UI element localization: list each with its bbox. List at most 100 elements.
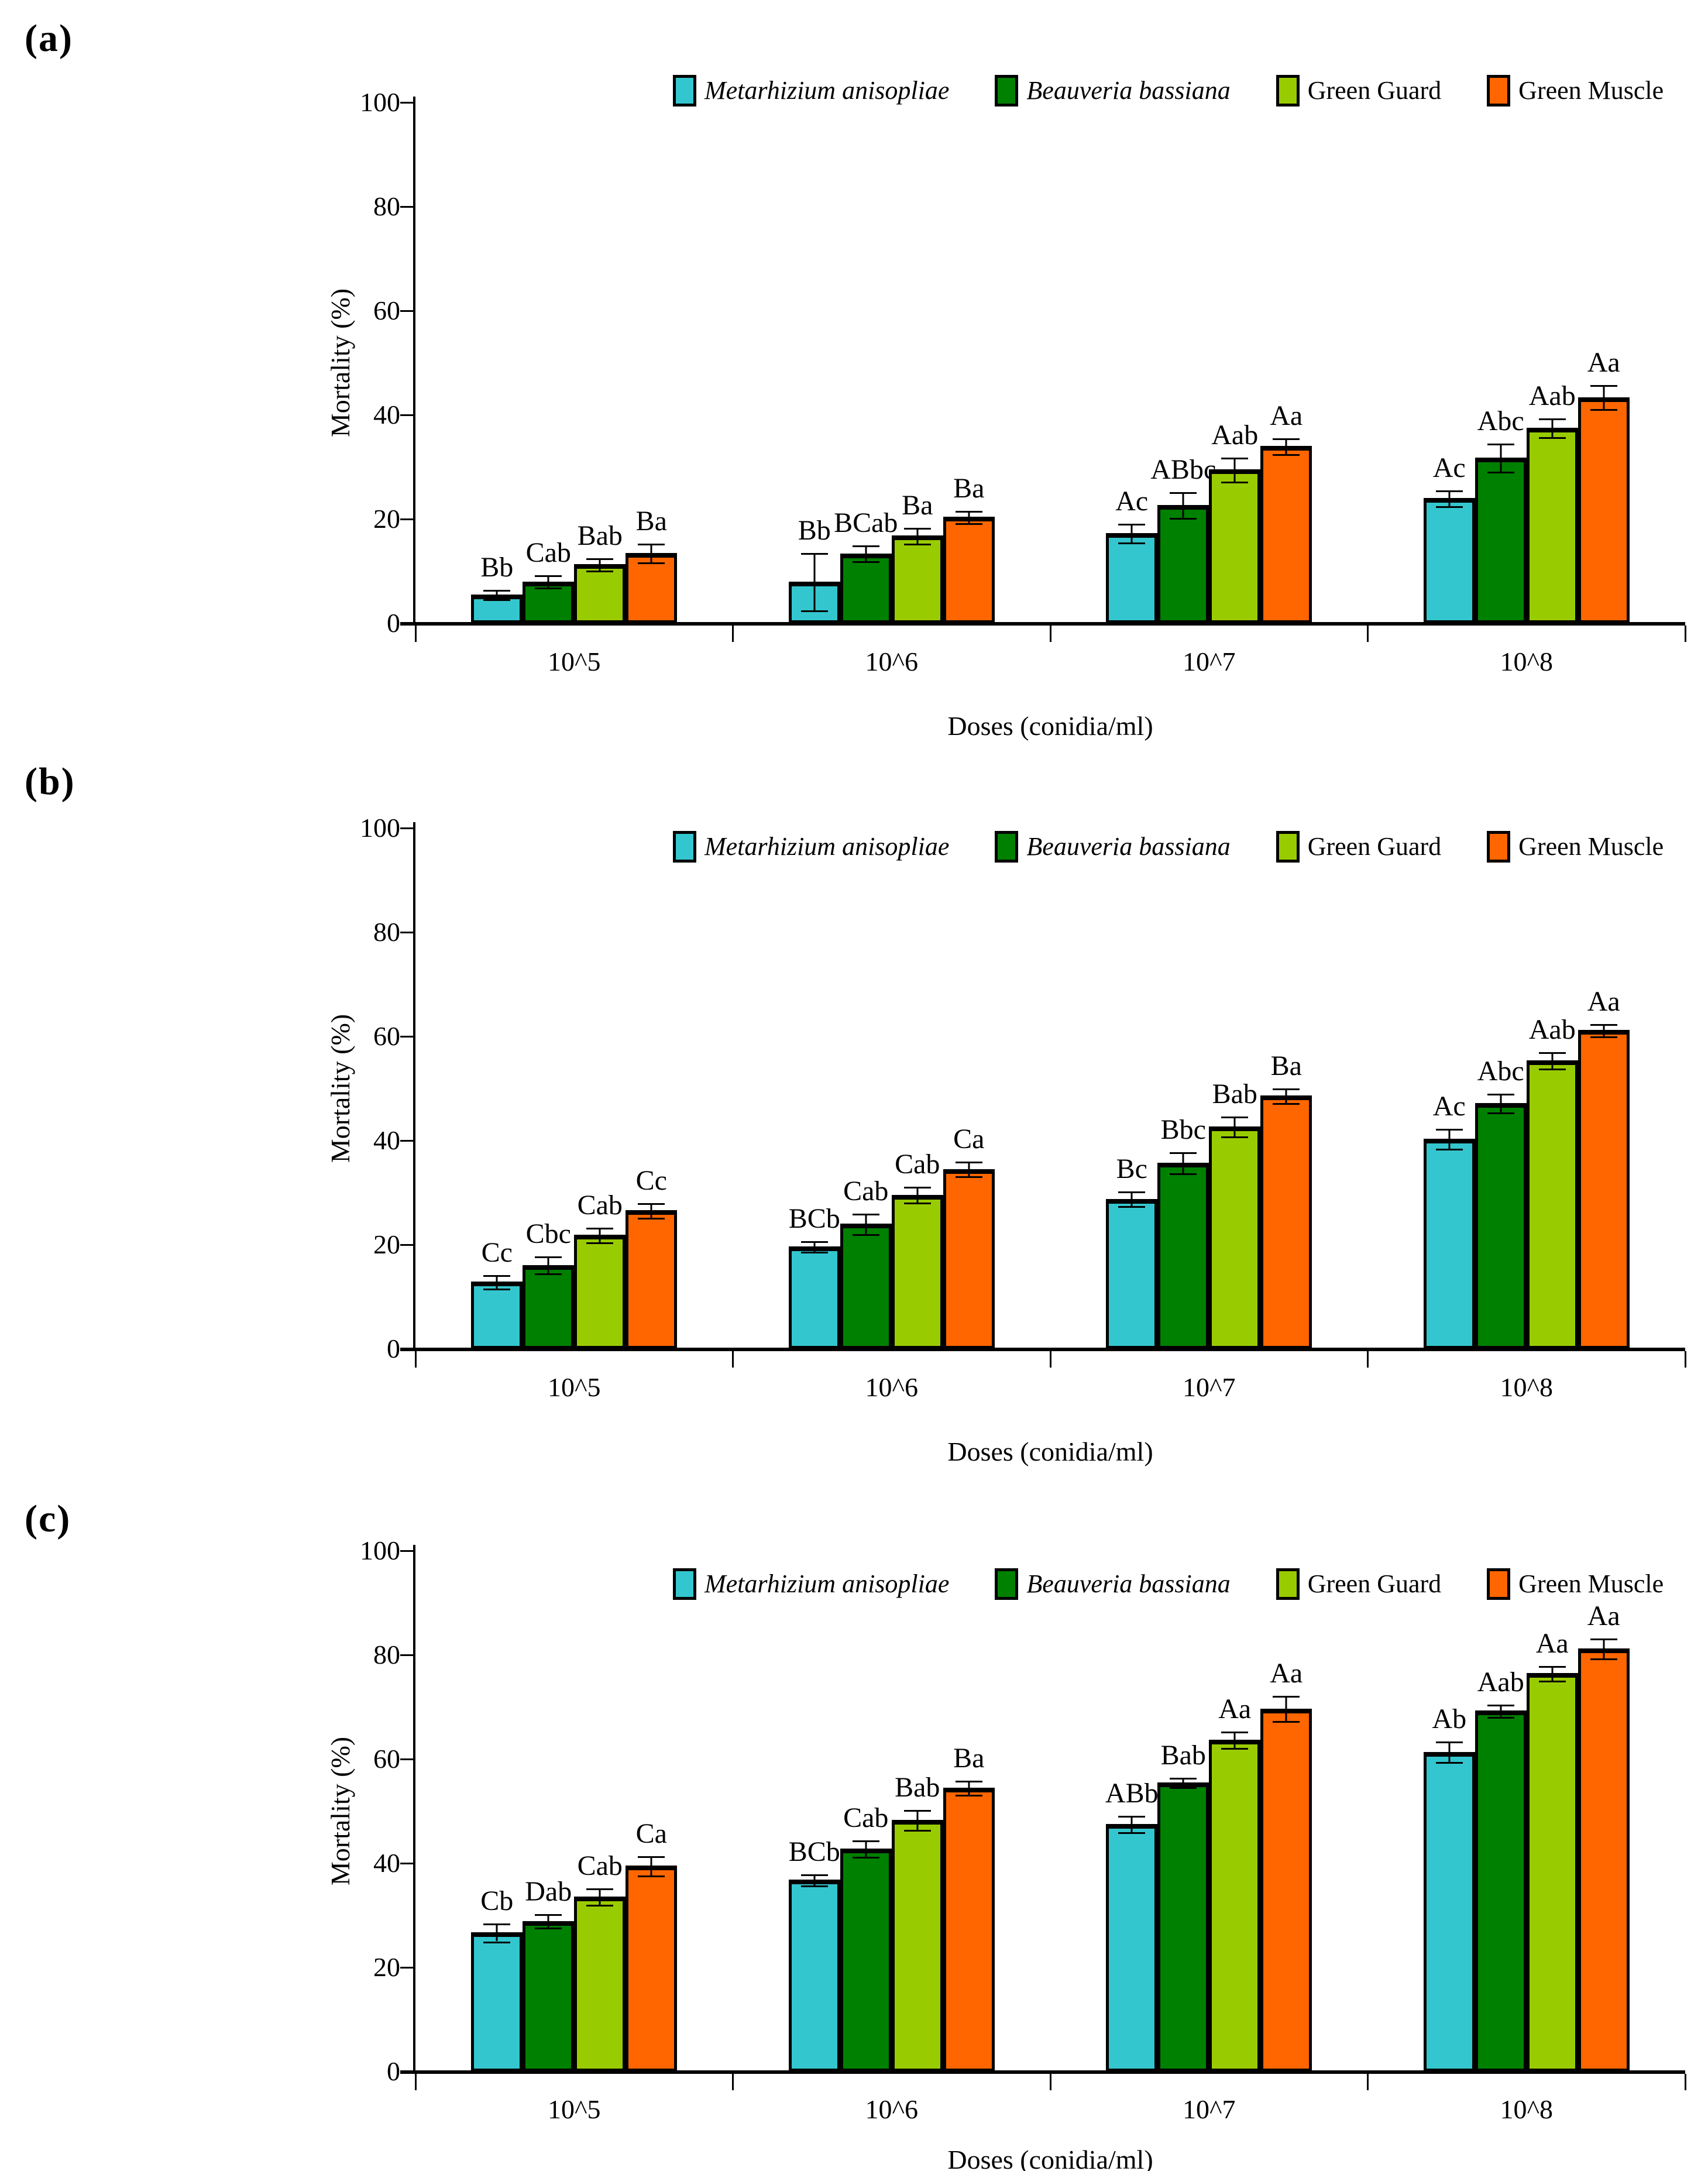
x-tick-mark: [1367, 626, 1369, 642]
error-bar-cap-top: [1435, 1129, 1463, 1131]
error-bar: [1260, 828, 1312, 1349]
error-bar: [1424, 1551, 1475, 2072]
legend-label: Metarhizium anisopliae: [704, 832, 950, 861]
bar-green-guard: [1209, 1126, 1261, 1349]
significance-letter: Abc: [1477, 405, 1524, 437]
y-tick-mark: [400, 932, 413, 933]
x-axis-line: [400, 2070, 1685, 2074]
y-tick-mark: [400, 1036, 413, 1038]
legend-label: Metarhizium anisopliae: [704, 76, 950, 105]
significance-letter: Ac: [1432, 452, 1466, 484]
significance-letter: Cab: [577, 1850, 623, 1881]
x-axis-title: Doses (conidia/ml): [947, 1437, 1153, 1466]
error-bar-cap-top: [1538, 418, 1566, 421]
x-tick-mark: [1367, 2074, 1369, 2090]
bar-metarhizium-anisopliae: [788, 1246, 840, 1349]
y-tick-mark: [400, 1550, 413, 1552]
legend-label: Metarhizium anisopliae: [704, 1569, 950, 1598]
error-bar-cap-top: [483, 1275, 511, 1277]
y-tick-mark: [400, 102, 413, 104]
error-bar-line: [547, 1256, 549, 1273]
significance-letter: ABbc: [1150, 454, 1216, 485]
error-bar-line: [1233, 1117, 1236, 1136]
error-bar-cap-bottom: [1118, 1832, 1146, 1835]
x-tick-mark: [1049, 2074, 1051, 2090]
error-bar-line: [1551, 418, 1554, 438]
y-tick-mark: [400, 1348, 413, 1350]
error-bar-cap-bottom: [1435, 1762, 1463, 1764]
panel-label: (b): [25, 760, 75, 803]
y-tick-label: 20: [373, 1229, 400, 1259]
y-tick-label: 0: [387, 608, 400, 638]
legend-swatch-icon: [673, 75, 696, 107]
error-bar-cap-bottom: [1590, 1658, 1617, 1661]
x-tick-label: 10^5: [547, 647, 601, 676]
error-bar-cap-bottom: [586, 1905, 614, 1907]
error-bar-cap-bottom: [1221, 1748, 1249, 1750]
error-bar: [626, 828, 677, 1349]
error-bar-cap-top: [1118, 1191, 1146, 1194]
error-bar-line: [599, 558, 601, 571]
significance-letter: Ba: [1270, 1050, 1302, 1081]
error-bar: [1106, 102, 1157, 623]
error-bar-cap-top: [955, 1162, 982, 1164]
plot-area: 0 20 40 60 80 100 Cc Cbc Cab Cc BCb Cab Cab Ca Bc Bbc Ba…: [360, 815, 1686, 1368]
y-tick-label: 0: [387, 2056, 400, 2086]
significance-letter: Bab: [1160, 1740, 1206, 1771]
bar-green-guard: [1526, 1060, 1578, 1349]
error-bar-cap-top: [1273, 1696, 1300, 1698]
error-bar-line: [1603, 385, 1605, 410]
legend-item: Green Muscle: [1487, 1568, 1664, 1600]
error-bar-cap-bottom: [586, 571, 614, 573]
error-bar-cap-bottom: [535, 1928, 562, 1930]
error-bar: [1527, 102, 1578, 623]
error-bar-line: [916, 1810, 919, 1830]
error-bar-line: [1448, 490, 1451, 506]
significance-letter: Bbc: [1160, 1114, 1206, 1146]
error-bar-cap-bottom: [1538, 437, 1566, 439]
significance-letter: Cbc: [525, 1218, 571, 1250]
error-bar: [892, 1551, 943, 2072]
x-tick-label: 10^8: [1500, 647, 1554, 676]
significance-letter: BCab: [834, 507, 898, 539]
legend-item: Green Guard: [1276, 831, 1441, 863]
y-tick-mark: [400, 2071, 413, 2073]
bar-green-muscle: [943, 1787, 995, 2072]
y-tick-label: 20: [373, 1952, 400, 1982]
error-bar: [943, 102, 995, 623]
error-bar-line: [1233, 457, 1236, 482]
error-bar: [1209, 1551, 1260, 2072]
error-bar-line: [496, 1275, 498, 1289]
error-bar-line: [968, 510, 970, 524]
significance-letter: Bab: [895, 1772, 940, 1804]
x-tick-label: 10^7: [1182, 647, 1236, 676]
x-tick-mark: [1684, 1351, 1686, 1368]
legend-item: Metarhizium anisopliae: [673, 831, 949, 863]
x-tick-mark: [732, 626, 734, 642]
bar-green-muscle: [1260, 1095, 1312, 1349]
y-tick-mark: [400, 1244, 413, 1246]
significance-letter: Ba: [953, 1743, 985, 1774]
significance-letter: Cab: [843, 1802, 889, 1833]
error-bar-line: [1448, 1129, 1451, 1149]
bar-green-guard: [574, 1896, 626, 2072]
significance-letter: Aa: [1587, 347, 1620, 379]
legend-swatch-icon: [995, 75, 1019, 107]
error-bar-cap-bottom: [1170, 1173, 1197, 1176]
error-bar: [789, 102, 840, 623]
error-bar-cap-top: [903, 1810, 931, 1812]
x-tick-mark: [414, 1351, 417, 1368]
error-bar-cap-top: [800, 1241, 828, 1243]
error-bar-cap-top: [638, 543, 665, 545]
error-bar-line: [650, 1203, 652, 1218]
error-bar-line: [650, 1856, 652, 1876]
legend-item: Beauveria bassiana: [995, 75, 1231, 107]
error-bar-cap-bottom: [1538, 1680, 1566, 1682]
error-bar-cap-bottom: [903, 1830, 931, 1832]
legend-swatch-icon: [673, 831, 696, 863]
legend-item: Green Guard: [1276, 1568, 1441, 1600]
significance-letter: Cab: [525, 537, 571, 569]
error-bar: [1527, 828, 1578, 1349]
error-bar-line: [865, 545, 867, 562]
